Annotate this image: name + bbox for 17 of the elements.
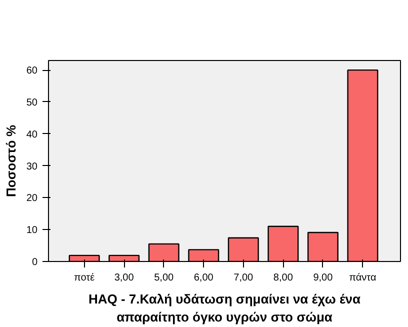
x-tick-label: 7,00	[234, 272, 254, 284]
x-tick-label: 3,00	[114, 272, 134, 284]
x-tick-label: 9,00	[313, 272, 334, 284]
y-tick-label: 30	[26, 161, 38, 172]
x-tick-label: 5,00	[154, 272, 174, 284]
y-tick-label: 0	[32, 257, 38, 268]
x-tick-label: 6,00	[194, 272, 214, 284]
x-tick-label: 8,00	[273, 272, 294, 284]
y-tick-label: 10	[26, 225, 38, 236]
x-tick-label: πάντα	[349, 272, 376, 284]
y-axis-title: Ποσοστό %	[3, 124, 18, 197]
y-tick-label: 20	[26, 193, 38, 204]
x-tick-label: ποτέ	[74, 272, 96, 284]
y-tick-label: 50	[26, 97, 38, 108]
x-axis-title: HAQ - 7.Καλή υδάτωση σημαίνει να έχω ένα απαραίτητο όγκο υγρών στο σώμα	[88, 292, 361, 324]
y-tick-label: 60	[26, 66, 38, 77]
y-tick-label: 40	[26, 129, 38, 140]
